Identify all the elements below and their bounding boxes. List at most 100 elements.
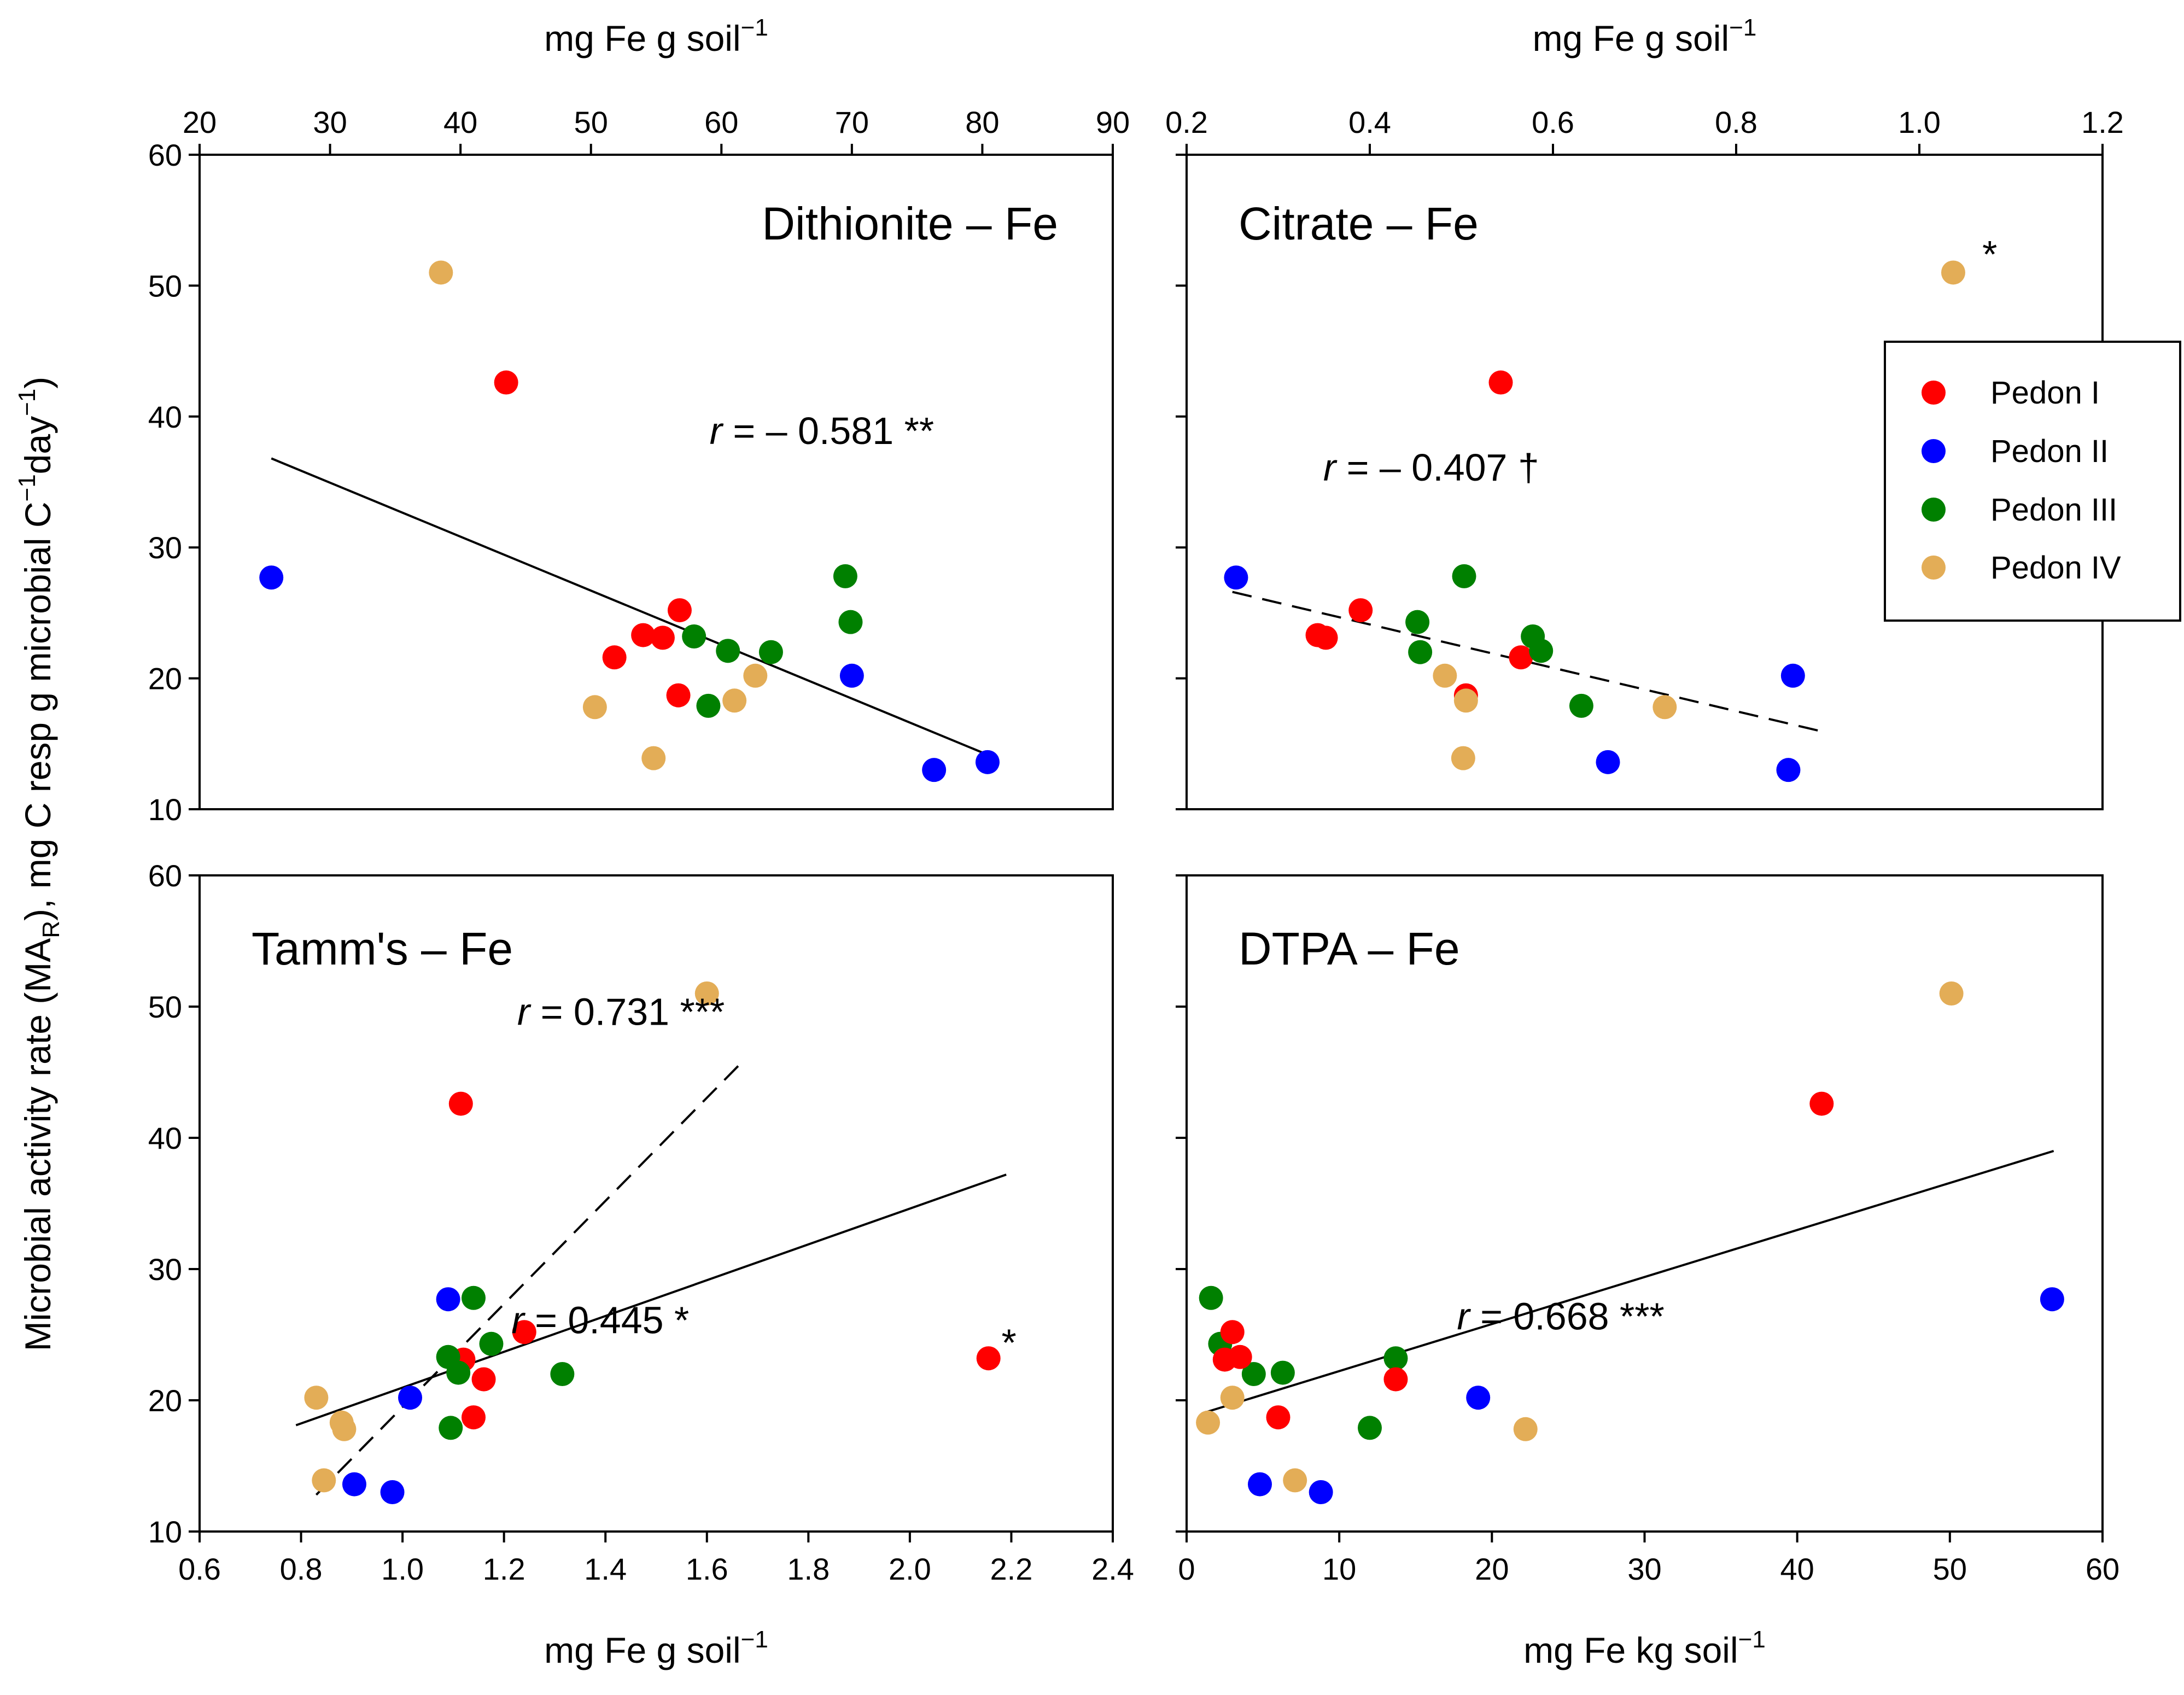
tamm-y-tick-label: 40 — [148, 1121, 182, 1155]
dithionite-y-tick-label: 10 — [148, 792, 182, 827]
tamm-correlation-label: r = 0.731 *** — [517, 991, 725, 1033]
dithionite-data-point — [429, 260, 453, 284]
dtpa-data-point — [1221, 1386, 1245, 1410]
tamm-data-point — [462, 1405, 486, 1429]
dtpa-x-axis-label: mg Fe kg soil−1 — [1523, 1626, 1766, 1670]
svg-text:Microbial activity rate (MAR),: Microbial activity rate (MAR), mg C resp… — [14, 377, 65, 1352]
tamm-x-tick-label: 0.8 — [280, 1552, 323, 1586]
dtpa-data-point — [1228, 1345, 1252, 1369]
dithionite-x-tick-label: 30 — [313, 105, 347, 139]
dithionite-data-point — [667, 683, 691, 708]
legend-marker — [1922, 381, 1946, 405]
citrate-data-point — [1489, 371, 1513, 395]
dtpa-data-point — [1283, 1468, 1307, 1492]
dithionite-plot-frame — [200, 155, 1113, 809]
dithionite-correlation-label: r = – 0.581 ** — [710, 410, 935, 452]
legend-label: Pedon III — [1990, 492, 2117, 528]
dithionite-data-point — [743, 664, 767, 688]
citrate-data-point — [1314, 626, 1338, 650]
dtpa-data-point — [1809, 1092, 1833, 1116]
citrate-correlation-label: r = – 0.407 † — [1323, 446, 1539, 489]
dtpa-x-tick-label: 40 — [1780, 1552, 1814, 1586]
dtpa-data-point — [1248, 1472, 1272, 1497]
citrate-x-axis-label: mg Fe g soil−1 — [1533, 14, 1757, 59]
dtpa-data-point — [1466, 1386, 1490, 1410]
dtpa-x-tick-label: 20 — [1475, 1552, 1509, 1586]
dithionite-x-tick-label: 60 — [704, 105, 738, 139]
dithionite-x-tick-label: 50 — [574, 105, 608, 139]
tamm-data-point — [342, 1472, 366, 1497]
dithionite-data-point — [696, 694, 720, 718]
tamm-x-tick-label: 1.2 — [483, 1552, 525, 1586]
dtpa-x-tick-label: 10 — [1322, 1552, 1356, 1586]
dithionite-x-tick-label: 90 — [1096, 105, 1130, 139]
dtpa-data-point — [2040, 1287, 2064, 1311]
dithionite-fit-line-solid — [271, 458, 992, 757]
dithionite-y-tick-label: 60 — [148, 138, 182, 172]
tamm-y-tick-label: 10 — [148, 1515, 182, 1549]
citrate-data-point — [1569, 694, 1593, 718]
dithionite-data-point — [976, 750, 1000, 774]
dithionite-y-tick-label: 50 — [148, 268, 182, 303]
tamm-data-point — [304, 1386, 328, 1410]
citrate-panel-title: Citrate – Fe — [1239, 198, 1479, 249]
citrate-data-point — [1529, 639, 1553, 663]
dithionite-x-tick-label: 20 — [183, 105, 217, 139]
citrate-data-point — [1941, 260, 1965, 284]
dithionite-data-point — [840, 664, 864, 688]
tamm-data-point — [381, 1480, 405, 1504]
tamm-y-tick-label: 20 — [148, 1383, 182, 1418]
dtpa-data-point — [1221, 1320, 1245, 1344]
tamm-x-axis-label: mg Fe g soil−1 — [544, 1626, 768, 1670]
citrate-data-point — [1224, 565, 1248, 589]
dithionite-data-point — [922, 758, 946, 782]
tamm-x-tick-label: 1.8 — [787, 1552, 830, 1586]
dtpa-data-point — [1358, 1416, 1382, 1440]
dithionite-data-point — [833, 564, 857, 588]
citrate-x-tick-label: 1.2 — [2081, 105, 2124, 139]
dtpa-data-point — [1266, 1405, 1290, 1429]
tamm-data-point — [449, 1092, 473, 1116]
panel-dtpa: 0 10 20 30 40 50 60 mg Fe kg soil−1 DTPA – Fe r =… — [1176, 875, 2119, 1670]
citrate-x-tick-label: 0.2 — [1165, 105, 1208, 139]
legend-marker — [1922, 439, 1946, 463]
tamm-x-tick-label: 1.6 — [686, 1552, 728, 1586]
dtpa-data-point — [1196, 1411, 1220, 1435]
tamm-fit-line-dashed — [316, 1059, 745, 1495]
dithionite-data-point — [759, 640, 783, 664]
citrate-data-point — [1405, 610, 1429, 634]
dithionite-data-point — [838, 610, 862, 634]
tamm-data-point — [332, 1417, 356, 1441]
dtpa-data-point — [1514, 1417, 1538, 1441]
dithionite-data-point — [641, 746, 665, 770]
dithionite-x-tick-label: 40 — [443, 105, 477, 139]
panel-tamm: 10 20 30 40 50 60 0.6 0.8 1.0 1.2 1.4 1.6 1.8 2.0 2.2 2… — [148, 858, 1134, 1670]
tamm-y-tick-label: 60 — [148, 858, 182, 893]
dithionite-data-point — [651, 626, 675, 650]
dithionite-y-tick-label: 30 — [148, 530, 182, 565]
citrate-data-point — [1652, 695, 1677, 719]
tamm-x-tick-label: 1.4 — [584, 1552, 627, 1586]
dtpa-x-tick-label: 0 — [1178, 1552, 1195, 1586]
tamm-x-tick-label: 2.4 — [1091, 1552, 1134, 1586]
tamm-x-tick-label: 2.2 — [990, 1552, 1033, 1586]
figure: 10203040506020 30 40 50 60 70 80 90mg Fe g soil… — [0, 0, 2184, 1695]
citrate-data-point — [1776, 758, 1800, 782]
dithionite-data-point — [583, 695, 607, 719]
legend-marker — [1922, 556, 1946, 580]
legend-label: Pedon II — [1990, 434, 2109, 469]
dtpa-data-point — [1383, 1346, 1408, 1370]
tamm-y-tick-label: 30 — [148, 1252, 182, 1287]
dithionite-data-point — [722, 688, 746, 712]
dtpa-data-point — [1199, 1286, 1223, 1310]
dithionite-y-tick-label: 20 — [148, 662, 182, 696]
citrate-x-tick-label: 1.0 — [1898, 105, 1941, 139]
citrate-x-tick-label: 0.6 — [1532, 105, 1574, 139]
y-axis-label: Microbial activity rate (MAR), mg C resp… — [14, 377, 65, 1352]
dithionite-x-axis-label: mg Fe g soil−1 — [544, 14, 768, 59]
dtpa-data-point — [1271, 1361, 1295, 1385]
dithionite-x-tick-label: 80 — [965, 105, 999, 139]
dithionite-data-point — [259, 565, 283, 589]
tamm-correlation-label: r = 0.445 * — [511, 1299, 689, 1342]
tamm-data-point — [398, 1386, 422, 1410]
